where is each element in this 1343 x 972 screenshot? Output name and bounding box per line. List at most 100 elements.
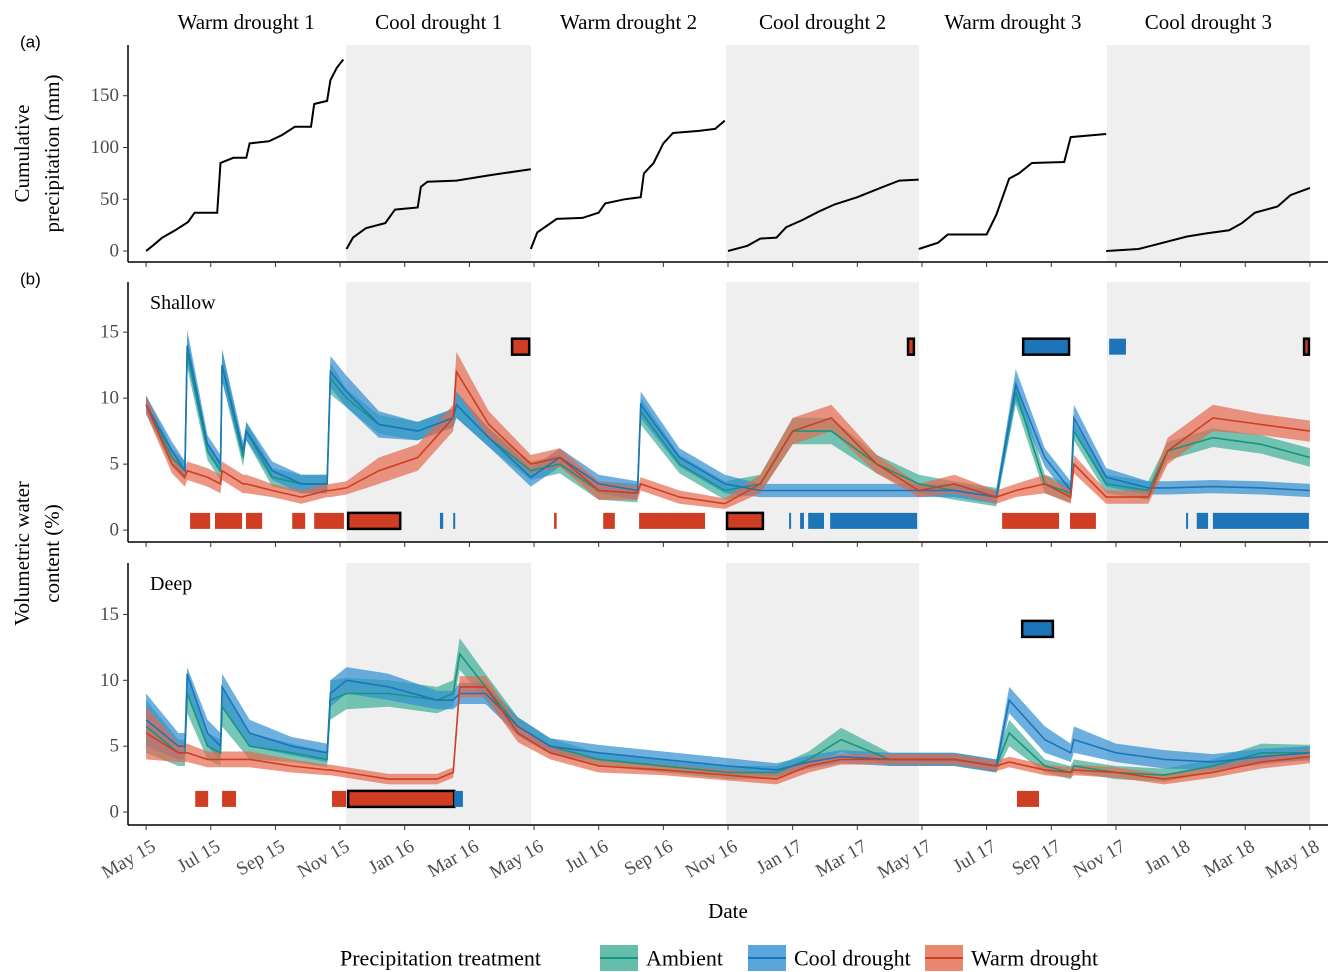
significance-bar — [1109, 338, 1126, 355]
x-tick-label: Sep 17 — [1009, 836, 1065, 880]
significance-bar — [554, 512, 557, 529]
x-tick-label: Jan 16 — [365, 836, 418, 879]
y-axis-title: Cumulative — [10, 105, 34, 203]
panel-label: (a) — [20, 33, 41, 52]
y-tick-label: 10 — [100, 670, 119, 691]
significance-bar — [346, 511, 402, 531]
x-tick-label: Jan 18 — [1141, 836, 1194, 879]
precip-line — [918, 133, 1107, 250]
x-tick-label: Mar 18 — [1200, 836, 1258, 882]
x-tick-label: Mar 16 — [424, 836, 482, 882]
significance-bar — [789, 512, 792, 529]
x-tick-label: Nov 17 — [1070, 836, 1129, 882]
significance-bar — [439, 512, 444, 529]
significance-bar — [214, 512, 243, 529]
significance-bar — [454, 790, 463, 807]
x-tick-label: Jan 17 — [753, 836, 806, 879]
precip-line — [345, 168, 531, 250]
period-label: Warm drought 2 — [560, 10, 697, 34]
precip-line — [727, 178, 919, 252]
significance-bar — [245, 512, 263, 529]
y-axis-title: content (%) — [40, 504, 64, 603]
mean-line — [145, 369, 1311, 505]
significance-bar — [1212, 512, 1309, 529]
y-tick-label: 100 — [91, 137, 120, 158]
y-tick-label: 5 — [110, 454, 120, 475]
significance-bar — [346, 789, 456, 809]
x-tick-label: Sep 16 — [621, 836, 677, 880]
panel-title: Deep — [150, 573, 192, 595]
legend-label: Ambient — [646, 946, 723, 971]
legend-title: Precipitation treatment — [340, 946, 541, 971]
significance-bar — [314, 512, 344, 529]
significance-bar — [1070, 512, 1096, 529]
panel-title: Shallow — [150, 292, 216, 314]
y-axis-title: Volumetric water — [10, 481, 34, 626]
period-shade — [1106, 45, 1310, 262]
ci-band — [146, 351, 1310, 509]
y-tick-label: 15 — [100, 322, 119, 343]
y-tick-label: 50 — [100, 189, 119, 210]
x-axis-title: Date — [708, 899, 748, 923]
significance-bar — [800, 512, 804, 529]
significance-bar — [1302, 337, 1311, 356]
y-tick-label: 150 — [91, 85, 120, 106]
significance-bar — [292, 512, 306, 529]
precip-line — [145, 58, 345, 252]
mean-line — [145, 673, 1310, 771]
period-label: Cool drought 2 — [759, 10, 886, 34]
significance-bar — [725, 511, 765, 531]
significance-bar — [639, 512, 706, 529]
ci-band — [146, 676, 1310, 785]
x-tick-label: Jul 17 — [950, 836, 1000, 877]
significance-bar — [195, 790, 209, 807]
x-tick-label: Nov 15 — [294, 836, 353, 882]
x-tick-label: Jul 16 — [562, 836, 612, 877]
period-shade — [1106, 563, 1310, 825]
x-tick-label: Nov 16 — [682, 836, 741, 882]
ci-band — [146, 667, 1310, 777]
y-tick-label: 0 — [110, 520, 120, 541]
significance-bar — [510, 337, 531, 356]
x-tick-label: May 15 — [98, 836, 159, 883]
significance-bar — [906, 337, 916, 356]
significance-bar — [1020, 619, 1055, 639]
significance-bar — [1196, 512, 1209, 529]
y-tick-label: 5 — [110, 736, 120, 757]
significance-bar — [1021, 337, 1071, 356]
significance-bar — [830, 512, 918, 529]
period-label: Cool drought 1 — [375, 10, 502, 34]
precip-line — [1106, 186, 1311, 252]
period-shade — [346, 45, 532, 262]
legend-label: Cool drought — [794, 946, 911, 971]
significance-bar — [1017, 790, 1039, 807]
period-label: Warm drought 1 — [178, 10, 315, 34]
y-tick-label: 0 — [110, 241, 120, 262]
x-tick-label: May 18 — [1262, 836, 1323, 883]
y-axis-title: precipitation (mm) — [40, 74, 64, 232]
period-shade — [726, 563, 920, 825]
significance-bar — [453, 512, 456, 529]
significance-bar — [808, 512, 825, 529]
x-tick-label: May 16 — [486, 836, 547, 883]
ci-band — [146, 329, 1310, 504]
significance-bar — [222, 790, 236, 807]
y-tick-label: 10 — [100, 388, 119, 409]
significance-bar — [190, 512, 211, 529]
significance-bar — [1002, 512, 1060, 529]
significance-bar — [331, 790, 347, 807]
period-label: Cool drought 3 — [1145, 10, 1272, 34]
x-tick-label: Sep 15 — [233, 836, 289, 880]
x-tick-label: May 17 — [874, 836, 935, 883]
precip-line — [529, 119, 726, 250]
significance-bar — [1186, 512, 1189, 529]
mean-line — [145, 686, 1310, 780]
ci-band — [146, 638, 1310, 782]
significance-bar — [603, 512, 615, 529]
x-tick-label: Mar 17 — [812, 836, 870, 882]
y-tick-label: 15 — [100, 604, 119, 625]
y-tick-label: 0 — [110, 802, 120, 823]
period-shade — [726, 45, 920, 262]
period-label: Warm drought 3 — [944, 10, 1081, 34]
